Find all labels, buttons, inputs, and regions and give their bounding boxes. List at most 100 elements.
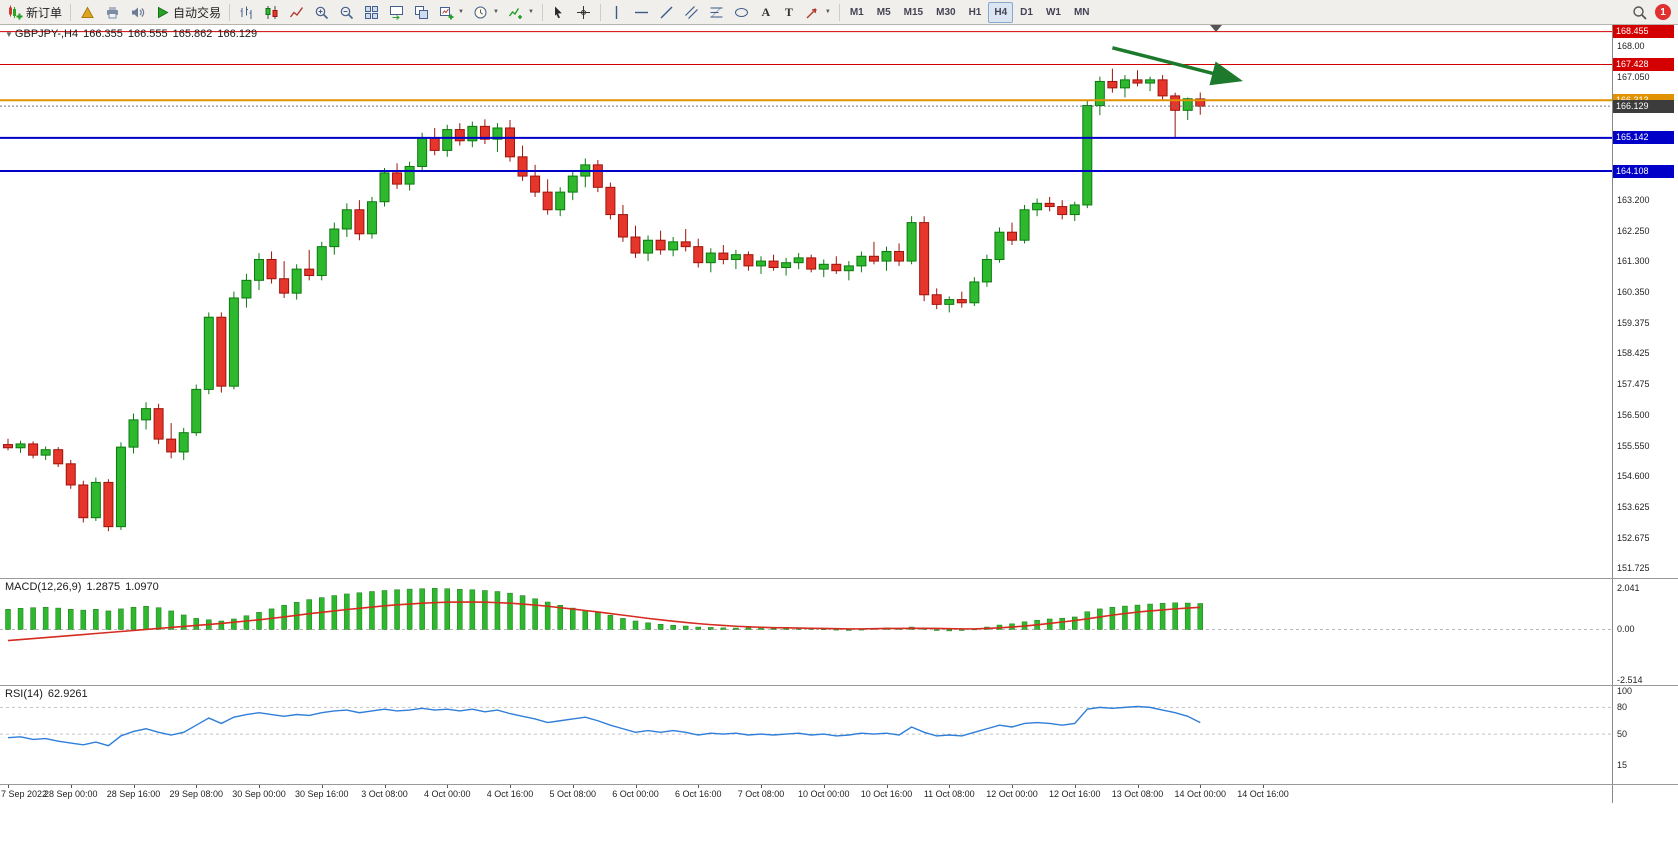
price-axis[interactable]: 168.00 167.050 163.200 162.250 161.300 160.35… [1612,25,1678,578]
timeframe-mn-button[interactable]: MN [1068,2,1096,23]
timeframe-w1-button[interactable]: W1 [1040,2,1067,23]
rsi-axis[interactable]: 100 80 50 15 [1612,686,1678,784]
cascade-windows-button[interactable] [409,2,433,23]
candle-body [994,231,1005,260]
symbol-caret-icon[interactable]: ▼ [5,30,13,39]
timeframe-m5-button[interactable]: M5 [871,2,897,23]
line-chart-button[interactable] [284,2,308,23]
text-button[interactable]: A [755,2,777,23]
time-label: 6 Oct 00:00 [612,789,659,799]
time-label: 7 Oct 08:00 [737,789,785,799]
zoom-out-icon [338,4,354,20]
toolbar: 新订单 自动交易 [0,0,1678,25]
candle-body [1057,206,1068,216]
price-chart[interactable]: ▼ GBPJPY-,H4 166.355 166.555 165.862 166.129 [0,25,1612,578]
candle-body [166,438,177,453]
search-icon [1631,4,1647,20]
marker-button[interactable] [75,2,99,23]
macd-label: MACD(12,26,9) 1.2875 1.0970 [5,581,164,593]
price-tick-label: 156.500 [1617,410,1650,421]
horizontal-line-button[interactable] [630,2,654,23]
candle-body [630,236,641,254]
rsi-row: RSI(14) 62.9261 100 80 50 15 [0,685,1678,784]
timeframe-m1-button[interactable]: M1 [844,2,870,23]
time-label: 3 Oct 08:00 [361,789,408,799]
crosshair-button[interactable] [572,2,596,23]
macd-histogram-bar [193,618,199,630]
macd-histogram-bar [770,628,777,630]
period-button[interactable]: ▼ [469,2,503,23]
trendline-button[interactable] [655,2,679,23]
candle-body [442,129,453,151]
candle-body [1007,231,1017,241]
macd-axis-label: 0.00 [1617,624,1635,635]
print-button[interactable] [100,2,124,23]
candle-body [467,125,478,142]
gold-marker-icon [79,4,95,20]
macd-histogram-bar [1184,602,1191,630]
search-button[interactable] [1627,2,1651,23]
alerts-button[interactable] [125,2,149,23]
chart-shift-marker[interactable] [1210,25,1222,32]
candle-body [392,172,403,185]
vertical-line-button[interactable] [605,2,629,23]
candle-body [831,263,842,272]
time-label: 12 Oct 16:00 [1048,789,1101,799]
time-label: 5 Oct 08:00 [549,789,597,799]
indicators-button[interactable]: ▼ [504,2,538,23]
timeframe-h4-button[interactable]: H4 [988,1,1014,23]
arrows-button[interactable]: ▼ [801,2,835,23]
timeframe-d1-button[interactable]: D1 [1014,2,1039,23]
trend-arrow-annotation[interactable] [1111,46,1243,86]
time-label: 7 Sep 2022 [1,789,48,799]
price-chart-row: ▼ GBPJPY-,H4 166.355 166.555 165.862 166.129 … [0,25,1678,578]
candle-body [655,239,666,251]
zoom-out-button[interactable] [334,2,358,23]
bar-chart-icon [238,4,254,20]
price-tick-label: 152.675 [1617,532,1650,543]
candle-body [956,299,967,304]
text-label-button[interactable]: T [778,2,800,23]
fibonacci-button[interactable] [705,2,729,23]
symbol-ohlc-label: ▼ GBPJPY-,H4 166.355 166.555 165.862 166.129 [5,28,262,40]
candle-body [90,481,101,519]
candle-body [781,262,792,268]
candle-body [479,125,490,140]
arrange-windows-icon [388,4,404,20]
new-order-button[interactable]: 新订单 [3,2,66,23]
arrange-windows-button[interactable] [384,2,408,23]
channel-button[interactable] [680,2,704,23]
bar-chart-button[interactable] [234,2,258,23]
candle-body [128,419,139,448]
candle-body [542,191,553,211]
candle-body [517,156,528,177]
candle-body [178,432,189,453]
candle-body [856,255,867,267]
macd-histogram-bar [670,624,676,630]
macd-histogram-bar [419,588,425,630]
macd-histogram-bar [720,627,727,630]
candlestick-chart-button[interactable] [259,2,283,23]
zoom-in-button[interactable] [309,2,333,23]
candle-body [279,278,290,294]
macd-panel[interactable]: MACD(12,26,9) 1.2875 1.0970 [0,579,1612,685]
tile-windows-button[interactable] [359,2,383,23]
candle-body [492,127,503,140]
notification-badge[interactable]: 1 [1655,4,1671,20]
rsi-panel[interactable]: RSI(14) 62.9261 [0,686,1612,784]
macd-axis[interactable]: 2.041 0.00 -2.514 [1612,579,1678,685]
cursor-button[interactable] [547,2,571,23]
rsi-line [7,705,1201,747]
time-axis[interactable]: 7 Sep 2022 28 Sep 00:00 28 Sep 16:00 29 Sep… [0,785,1612,803]
shapes-button[interactable] [730,2,754,23]
time-axis-row: 7 Sep 2022 28 Sep 00:00 28 Sep 16:00 29 Sep… [0,784,1678,803]
timeframe-m15-button[interactable]: M15 [898,2,929,23]
timeframe-m30-button[interactable]: M30 [930,2,961,23]
new-chart-button[interactable]: ▼ [434,2,468,23]
autotrade-button[interactable]: 自动交易 [150,2,225,23]
macd-histogram-bar [1197,603,1203,630]
macd-histogram-bar [143,606,149,630]
candle-body [944,299,955,305]
macd-histogram-bar [68,609,74,630]
timeframe-h1-button[interactable]: H1 [963,2,988,23]
